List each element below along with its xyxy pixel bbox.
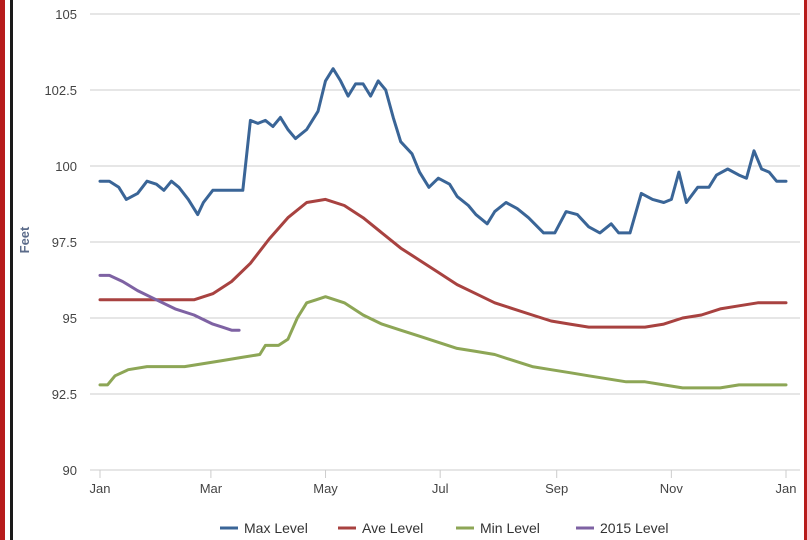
- legend-item-2015-level[interactable]: 2015 Level: [576, 520, 669, 536]
- series-line-ave-level[interactable]: [98, 197, 788, 329]
- y-tick-labels: 90 92.5 95 97.5 100 102.5 105: [44, 7, 77, 478]
- y-tick-label: 90: [63, 463, 77, 478]
- y-tick-label: 100: [55, 159, 77, 174]
- y-tick-label: 97.5: [52, 235, 77, 250]
- x-tick-label: Sep: [545, 481, 568, 496]
- y-tick-label: 95: [63, 311, 77, 326]
- y-tick-label: 105: [55, 7, 77, 22]
- series-lines: [98, 67, 788, 390]
- gridlines: [90, 13, 800, 471]
- x-tick-label: Nov: [660, 481, 684, 496]
- y-tick-label: 92.5: [52, 387, 77, 402]
- series-line-min-level[interactable]: [98, 295, 788, 390]
- x-tick-label: Jul: [432, 481, 449, 496]
- legend-item-min-level[interactable]: Min Level: [456, 520, 540, 536]
- x-tick-labels: Jan Mar May Jul Sep Nov Jan: [90, 470, 797, 496]
- x-tick-label: Jan: [90, 481, 111, 496]
- series-line-2015-level[interactable]: [98, 273, 241, 332]
- series-line-max-level[interactable]: [98, 67, 788, 235]
- x-tick-label: Jan: [776, 481, 797, 496]
- y-axis-label: Feet: [17, 226, 32, 253]
- x-tick-label: Mar: [200, 481, 223, 496]
- legend-label: Min Level: [480, 520, 540, 536]
- legend-item-ave-level[interactable]: Ave Level: [338, 520, 423, 536]
- x-tick-label: May: [313, 481, 338, 496]
- legend-item-max-level[interactable]: Max Level: [220, 520, 308, 536]
- legend-label: Max Level: [244, 520, 308, 536]
- line-chart: 90 92.5 95 97.5 100 102.5 105 Jan Mar May Jul Sep N…: [17, 7, 800, 536]
- legend-label: Ave Level: [362, 520, 423, 536]
- legend-label: 2015 Level: [600, 520, 669, 536]
- legend: Max Level Ave Level Min Level 2015 Level: [220, 520, 669, 536]
- y-tick-label: 102.5: [44, 83, 77, 98]
